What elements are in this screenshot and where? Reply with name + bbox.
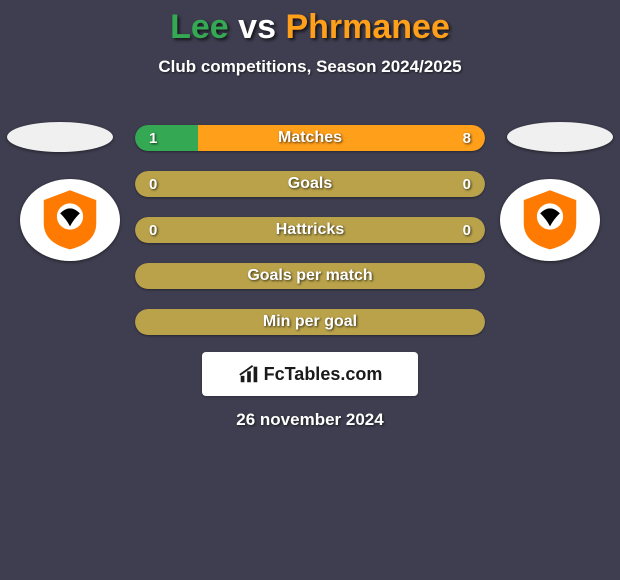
title-right: Phrmanee (285, 8, 449, 46)
brand-text: FcTables.com (264, 364, 383, 385)
stat-bar-value-right: 0 (463, 171, 471, 197)
club-shield-icon (510, 187, 590, 253)
stat-bar-label: Matches (135, 125, 485, 151)
title-vs: vs (238, 8, 276, 46)
stat-bar-label: Min per goal (135, 309, 485, 335)
club-shield-icon (30, 187, 110, 253)
comparison-bars: Matches18Goals00Hattricks00Goals per mat… (135, 125, 485, 355)
page-title: Lee vs Phrmanee (0, 0, 620, 47)
chart-icon (238, 363, 260, 385)
stat-bar-label: Goals (135, 171, 485, 197)
stat-bar: Matches1 8 (135, 125, 485, 151)
stat-bar-label: Hattricks (135, 217, 485, 243)
club-logo-left (20, 179, 120, 261)
stat-bar-value-left: 0 (149, 171, 157, 197)
stat-bar-value-left: 1 (149, 125, 157, 151)
stat-bar-value-right: 8 (463, 125, 471, 151)
title-left: Lee (170, 8, 229, 46)
player-right-placeholder (507, 122, 613, 152)
subtitle: Club competitions, Season 2024/2025 (0, 57, 620, 77)
stat-bar-label: Goals per match (135, 263, 485, 289)
date-label: 26 november 2024 (0, 410, 620, 430)
stat-bar-value-left: 0 (149, 217, 157, 243)
player-left-placeholder (7, 122, 113, 152)
stat-bar: Min per goal (135, 309, 485, 335)
brand-badge: FcTables.com (202, 352, 418, 396)
stat-bar: Hattricks0 0 (135, 217, 485, 243)
stat-bar-value-right: 0 (463, 217, 471, 243)
stat-bar: Goals per match (135, 263, 485, 289)
stat-bar: Goals0 0 (135, 171, 485, 197)
club-logo-right (500, 179, 600, 261)
